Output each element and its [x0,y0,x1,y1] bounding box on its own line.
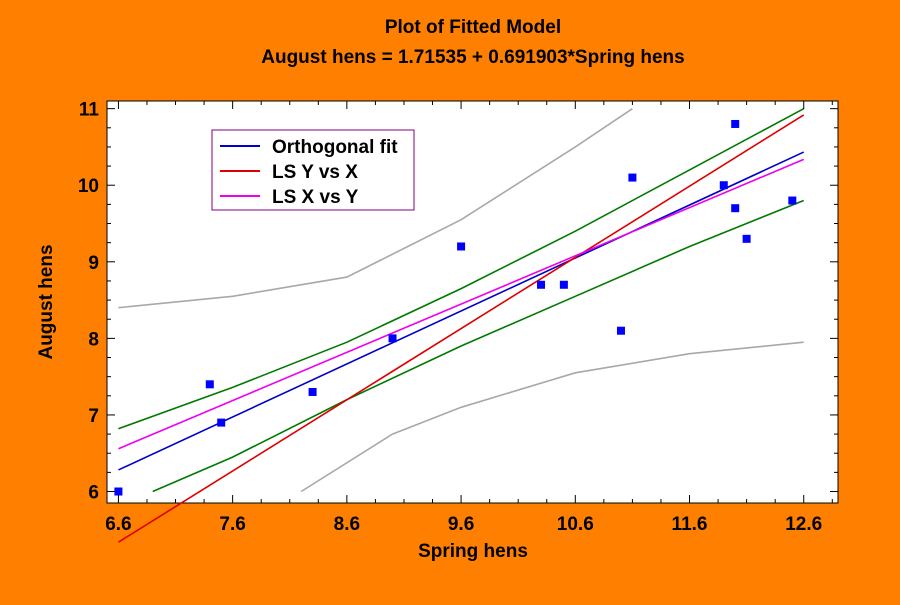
data-point [308,387,317,396]
ticks-layer: 6.6 7.6 8.6 9.6 10.6 11.6 12.6 6 7 8 9 10 11 [78,100,838,535]
y-tick-label: 8 [88,329,99,350]
data-point [217,418,226,427]
x-axis-label: Spring hens [418,541,528,562]
y-tick-label: 10 [78,176,99,197]
bands-layer [118,107,805,493]
data-point [205,380,214,389]
data-point [559,280,568,289]
data-point [537,280,546,289]
legend-label: LS Y vs X [272,162,358,183]
chart-title: Plot of Fitted Model [385,17,561,38]
legend-label: Orthogonal fit [272,137,398,158]
legend: Orthogonal fit LS Y vs X LS X vs Y [211,129,415,211]
x-tick-label: 11.6 [672,514,708,535]
x-tick-label: 12.6 [785,514,822,535]
chart-subtitle: August hens = 1.71535 + 0.691903*Spring … [261,47,684,68]
orthogonal-fit-line [118,151,805,471]
data-point [388,334,397,343]
data-point [628,173,637,182]
x-tick-label: 6.6 [105,514,131,535]
data-point [616,326,625,335]
data-point [742,234,751,243]
x-tick-label: 7.6 [219,514,245,535]
ls-y-vs-x-line [117,114,805,543]
y-tick-label: 6 [88,483,99,504]
legend-label: LS X vs Y [272,187,359,208]
data-point [114,487,123,496]
fit-lines-layer [117,114,805,543]
ls-x-vs-y-line [118,158,805,450]
y-tick-label: 7 [88,406,99,427]
data-point [731,119,740,128]
x-tick-label: 8.6 [334,514,360,535]
data-point [457,242,466,251]
y-axis-label: August hens [36,244,57,359]
y-tick-label: 11 [79,100,100,121]
upper-confidence-limit-curve [118,107,805,430]
x-tick-label: 9.6 [448,514,474,535]
data-point [788,196,797,205]
upper-prediction-limit-curve [118,108,633,309]
lower-confidence-limit-curve [152,199,804,493]
data-point [731,204,740,213]
y-tick-label: 9 [88,253,99,274]
lower-prediction-limit-curve [300,341,804,493]
points-layer [114,119,797,496]
x-tick-label: 10.6 [557,514,594,535]
data-point [719,181,728,190]
